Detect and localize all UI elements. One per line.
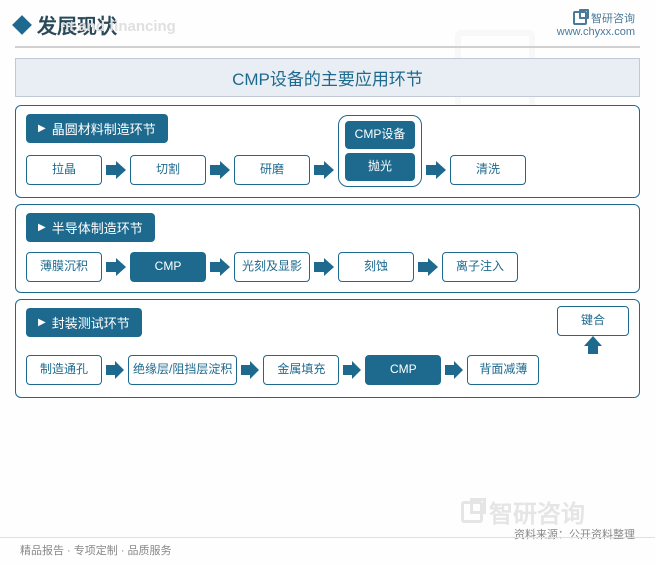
chevron-right-icon: ▶ [38,123,46,134]
up-stack: 键合 [557,306,629,356]
node-lizi: 离子注入 [442,252,518,282]
header-subtitle: nt and financing [60,18,176,35]
brand-url: www.chyxx.com [557,26,635,38]
section-wafer: ▶ 晶圆材料制造环节 拉晶 切割 研磨 CMP设备 抛光 清洗 [15,105,640,198]
header: 发展现状 nt and financing 智研咨询 www.chyxx.com [0,0,655,44]
node-paoguang: 抛光 [345,153,415,181]
node-guangke: 光刻及显影 [234,252,310,282]
arrow-icon [443,361,465,379]
section-title-2: 半导体制造环节 [52,218,143,237]
watermark: 智研咨询 [461,494,585,529]
chevron-right-icon: ▶ [38,317,46,328]
flow-row-3: 制造通孔 绝缘层/阻挡层淀积 金属填充 CMP 背面减薄 [26,355,629,385]
brand-name: 智研咨询 [591,10,635,26]
node-cmp-device: CMP设备 [345,121,415,149]
node-keshi: 刻蚀 [338,252,414,282]
node-yanmo: 研磨 [234,155,310,185]
arrow-icon [104,258,128,276]
node-jueyuan: 绝缘层/阻挡层淀积 [128,355,237,385]
arrow-icon [341,361,363,379]
section-package: ▶ 封装测试环节 键合 制造通孔 绝缘层/阻挡层淀积 金属填充 CMP 背面减薄 [15,299,640,398]
main-title-box: CMP设备的主要应用环节 [15,58,640,97]
node-beimian: 背面减薄 [467,355,539,385]
section-semiconductor: ▶ 半导体制造环节 薄膜沉积 CMP 光刻及显影 刻蚀 离子注入 [15,204,640,293]
header-right: 智研咨询 www.chyxx.com [557,10,635,38]
node-jinshu: 金属填充 [263,355,339,385]
header-divider [15,46,640,48]
cmp-group: CMP设备 抛光 [338,115,422,187]
section-header-2: ▶ 半导体制造环节 [26,213,155,242]
arrow-icon [312,161,336,179]
arrow-icon [239,361,261,379]
diamond-icon [12,15,32,35]
node-lajing: 拉晶 [26,155,102,185]
arrow-icon [424,161,448,179]
brand: 智研咨询 [557,10,635,26]
arrow-icon [312,258,336,276]
footer: 精品报告 · 专项定制 · 品质服务 [0,537,655,564]
main-title: CMP设备的主要应用环节 [16,65,639,90]
node-tongkong: 制造通孔 [26,355,102,385]
chevron-right-icon: ▶ [38,222,46,233]
section-header-3: ▶ 封装测试环节 [26,308,142,337]
node-cmp-2: CMP [130,252,206,282]
node-qiege: 切割 [130,155,206,185]
section-title-3: 封装测试环节 [52,313,130,332]
watermark-icon [461,501,483,523]
section-title-1: 晶圆材料制造环节 [52,119,156,138]
flow-row-1: 拉晶 切割 研磨 CMP设备 抛光 清洗 [26,153,629,187]
node-jianhe: 键合 [557,306,629,336]
brand-icon [573,11,587,25]
node-cmp-3: CMP [365,355,441,385]
arrow-up-icon [584,336,602,356]
arrow-icon [208,258,232,276]
arrow-icon [104,361,126,379]
flow-row-2: 薄膜沉积 CMP 光刻及显影 刻蚀 离子注入 [26,252,629,282]
node-qingxi: 清洗 [450,155,526,185]
section-header-1: ▶ 晶圆材料制造环节 [26,114,168,143]
arrow-icon [104,161,128,179]
footer-left: 精品报告 · 专项定制 · 品质服务 [20,542,172,558]
arrow-icon [208,161,232,179]
arrow-icon [416,258,440,276]
node-bomo: 薄膜沉积 [26,252,102,282]
